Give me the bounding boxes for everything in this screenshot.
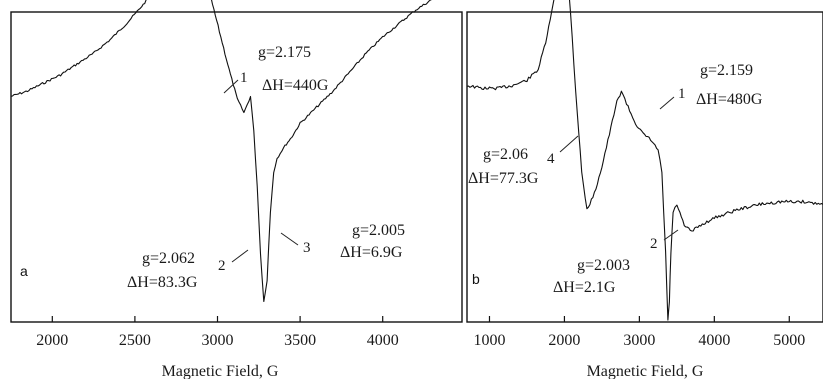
panel-b-spectrum-line: [466, 0, 823, 321]
x-tick-label: 2000: [36, 332, 68, 349]
panel-b-leader-4: [559, 135, 579, 153]
x-tick-label: 2500: [119, 332, 151, 349]
x-tick-label: 3000: [623, 332, 655, 349]
panel-b-annotation-2-dh: ΔH=2.1G: [553, 279, 616, 296]
x-tick-label: 4000: [367, 332, 399, 349]
panel-b-x-axis-label: Magnetic Field, G: [587, 363, 704, 379]
panel-a-label: a: [20, 263, 28, 279]
panel-b-annotation-4-dh: ΔH=77.3G: [468, 170, 539, 187]
panel-b-annotation-1-dh: ΔH=480G: [696, 91, 763, 108]
panel-a-leader-2: [231, 249, 249, 263]
panel-b-label: b: [472, 271, 480, 287]
panel-a-frame: [10, 11, 463, 323]
x-tick-label: 3500: [284, 332, 316, 349]
panel-a-marker-2: 2: [218, 258, 226, 274]
panel-b-marker-4: 4: [547, 151, 555, 167]
panel-a-x-ticks: 2000 2500 3000 3500 4000: [36, 316, 399, 349]
panel-a: 2000 2500 3000 3500 4000 a g=2.175 ΔH=440G 1…: [10, 0, 463, 379]
panel-a-annotation-3-dh: ΔH=6.9G: [340, 244, 403, 261]
panel-b-annotation-4-g: g=2.06: [483, 146, 528, 163]
panel-a-leader-3: [280, 232, 299, 246]
panel-b-x-ticks: 1000 2000 3000 4000 5000: [473, 316, 805, 349]
x-tick-label: 2000: [548, 332, 580, 349]
panel-a-annotation-1-g: g=2.175: [258, 44, 311, 61]
panel-b-annotation-1-g: g=2.159: [700, 62, 753, 79]
panel-a-annotation-2-g: g=2.062: [142, 250, 195, 267]
panel-a-annotation-1-dh: ΔH=440G: [262, 77, 329, 94]
panel-a-annotation-2-dh: ΔH=83.3G: [127, 274, 198, 291]
panel-a-marker-1: 1: [240, 70, 248, 86]
panel-b-marker-1: 1: [678, 86, 686, 102]
panel-a-marker-3: 3: [303, 240, 311, 256]
panel-b-frame: [466, 11, 823, 323]
x-tick-label: 5000: [773, 332, 805, 349]
panel-a-spectrum-line: [10, 0, 432, 303]
panel-a-leader-1: [223, 79, 239, 94]
panel-a-x-axis-label: Magnetic Field, G: [162, 363, 279, 379]
x-tick-label: 3000: [202, 332, 234, 349]
panel-b: 1000 2000 3000 4000 5000 b g=2.159 ΔH=480G 1…: [466, 0, 823, 379]
panel-b-leader-2: [663, 229, 679, 241]
x-tick-label: 1000: [473, 332, 505, 349]
x-tick-label: 4000: [698, 332, 730, 349]
panel-b-marker-2: 2: [650, 236, 658, 252]
panel-a-annotation-3-g: g=2.005: [352, 222, 405, 239]
panel-b-annotation-2-g: g=2.003: [577, 257, 630, 274]
panel-b-leader-1: [659, 96, 675, 110]
